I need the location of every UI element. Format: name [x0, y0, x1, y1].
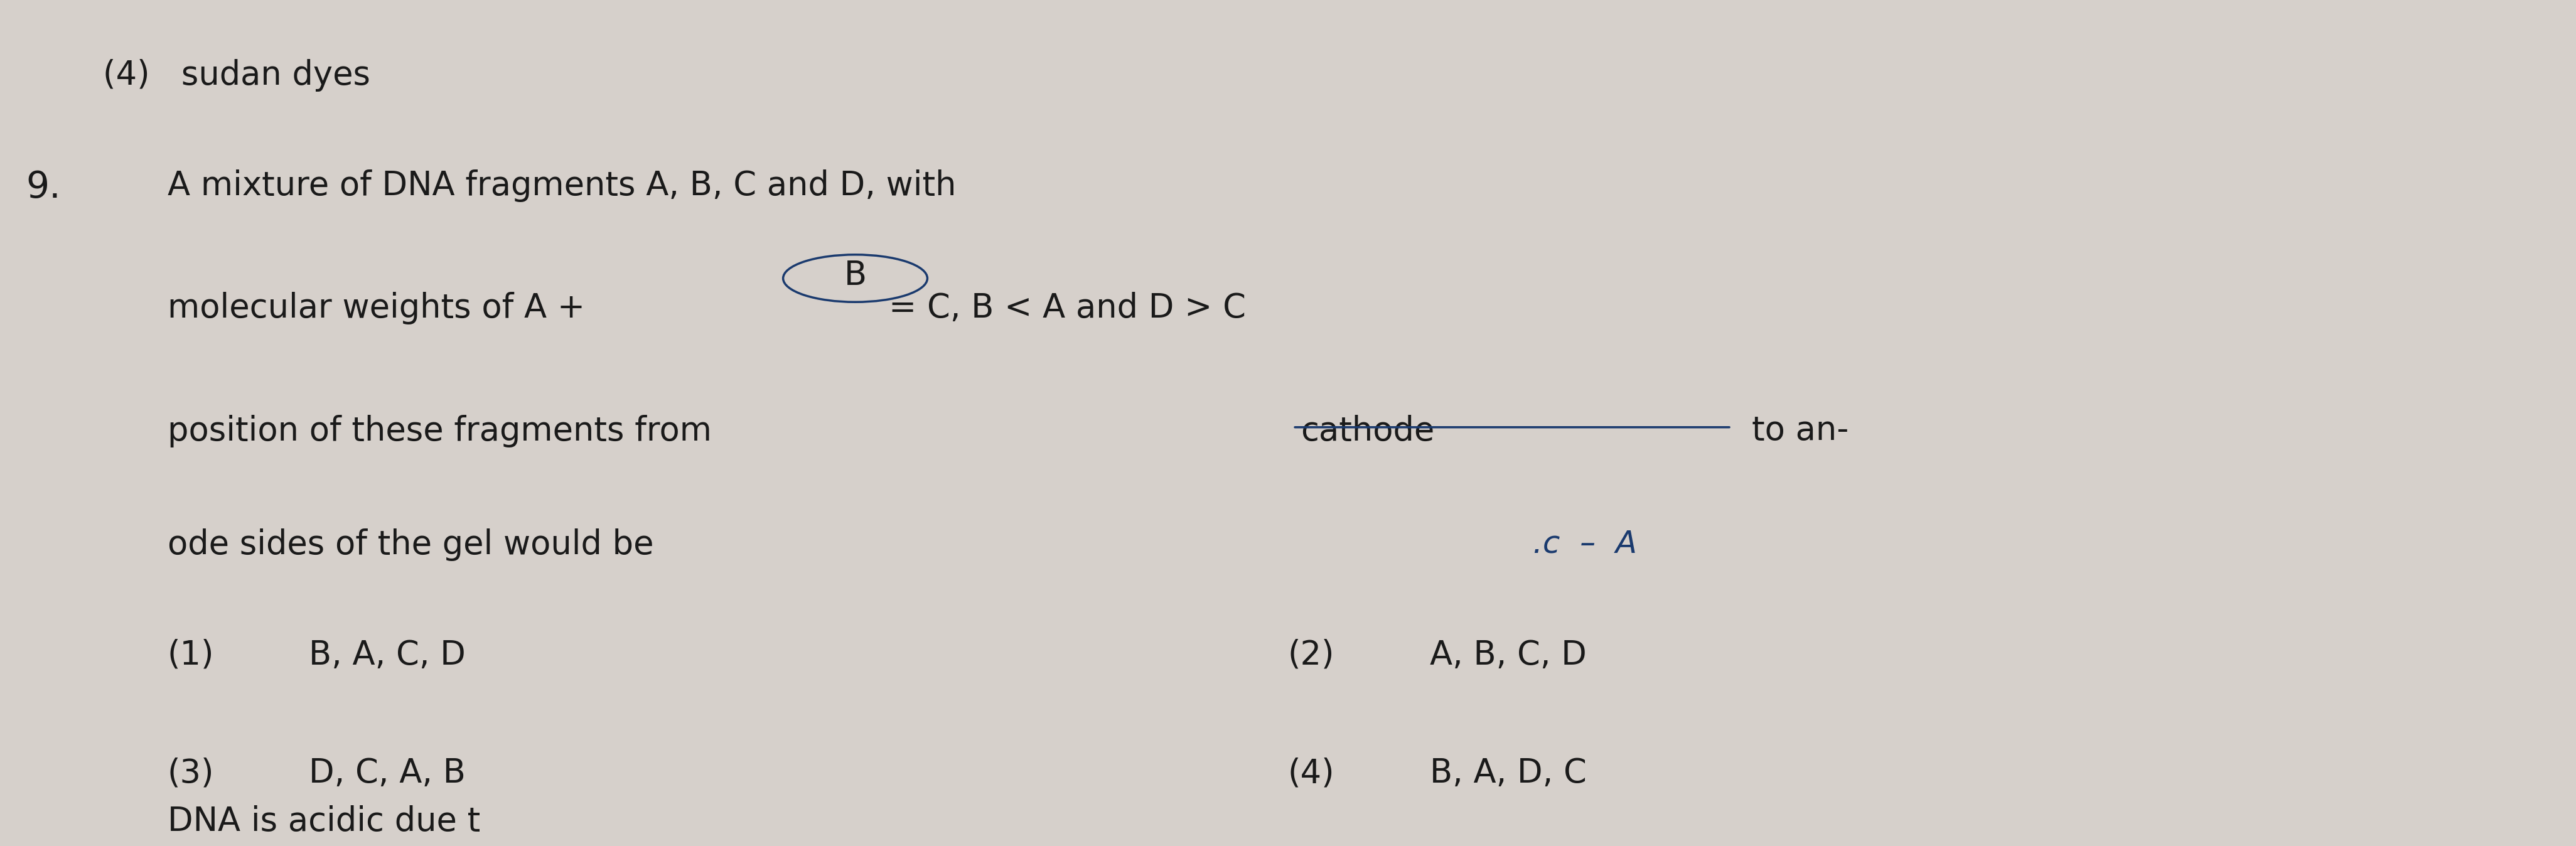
Text: (4)   sudan dyes: (4) sudan dyes: [103, 59, 371, 92]
Text: ode sides of the gel would be: ode sides of the gel would be: [167, 529, 654, 562]
Text: D, C, A, B: D, C, A, B: [309, 757, 466, 790]
Text: = C, B < A and D > C: = C, B < A and D > C: [889, 292, 1247, 325]
Text: B: B: [845, 260, 866, 292]
Text: (3): (3): [167, 757, 214, 790]
Text: A mixture of DNA fragments A, B, C and D, with: A mixture of DNA fragments A, B, C and D…: [167, 169, 956, 202]
Text: .c  –  A: .c – A: [1533, 529, 1636, 559]
Text: to an-: to an-: [1752, 415, 1850, 448]
Text: A, B, C, D: A, B, C, D: [1430, 639, 1587, 672]
Text: (4): (4): [1288, 757, 1334, 790]
Text: DNA is acidic due t: DNA is acidic due t: [167, 805, 479, 838]
Text: (1): (1): [167, 639, 214, 672]
Text: B, A, C, D: B, A, C, D: [309, 639, 466, 672]
Text: (2): (2): [1288, 639, 1334, 672]
Text: position of these fragments from: position of these fragments from: [167, 415, 711, 448]
Text: B, A, D, C: B, A, D, C: [1430, 757, 1587, 790]
Text: cathode: cathode: [1301, 415, 1435, 448]
Text: molecular weights of A +: molecular weights of A +: [167, 292, 585, 325]
Text: 9.: 9.: [26, 169, 62, 205]
